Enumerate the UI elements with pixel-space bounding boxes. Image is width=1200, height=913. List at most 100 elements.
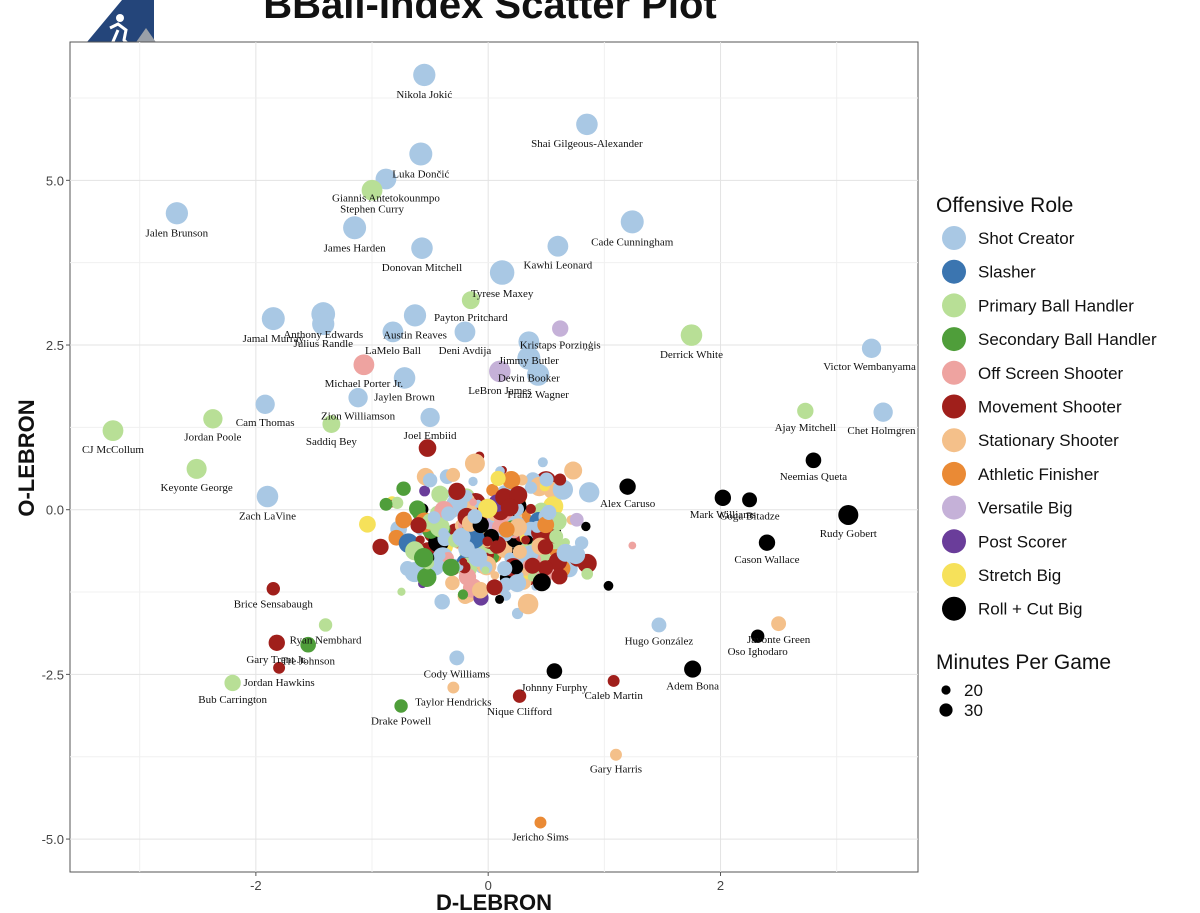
point-label: Derrick White xyxy=(660,349,723,361)
scatter-point xyxy=(372,538,389,555)
scatter-point xyxy=(495,594,505,604)
labeled-point xyxy=(375,168,397,190)
scatter-point xyxy=(508,559,524,575)
legend-role-title: Offensive Role xyxy=(936,194,1073,217)
legend-role-label: Movement Shooter xyxy=(978,398,1122,417)
point-label: Taylor Hendricks xyxy=(415,697,492,709)
labeled-point xyxy=(489,260,515,285)
point-label: James Harden xyxy=(324,242,387,254)
point-label: Alex Caruso xyxy=(600,498,656,510)
point-label: Cody Williams xyxy=(424,668,490,680)
labeled-point xyxy=(576,113,598,136)
point-label: Zion Williamson xyxy=(321,410,396,422)
scatter-point xyxy=(537,457,548,468)
scatter-point xyxy=(549,529,564,544)
scatter-point xyxy=(490,470,506,486)
point-label: Gary Harris xyxy=(590,764,642,776)
legend-swatch xyxy=(942,428,966,453)
x-axis-title: D-LEBRON xyxy=(436,890,552,913)
legend-role-label: Shot Creator xyxy=(978,229,1075,248)
point-label: Franz Wagner xyxy=(507,389,569,401)
labeled-point xyxy=(348,388,368,408)
legend-swatch xyxy=(942,563,966,587)
scatter-point xyxy=(445,575,460,591)
scatter-point xyxy=(468,476,478,487)
scatter-point xyxy=(431,485,449,503)
y-tick-label: 5.0 xyxy=(46,173,64,188)
labeled-point xyxy=(382,321,404,343)
scatter-point xyxy=(556,543,575,562)
scatter-point xyxy=(508,574,527,593)
y-tick-label: -2.5 xyxy=(42,667,64,682)
legend-role-label: Secondary Ball Handler xyxy=(978,330,1157,349)
point-label: Keyonte George xyxy=(161,482,233,494)
labeled-point xyxy=(353,354,375,376)
legend-size-label: 20 xyxy=(964,681,983,700)
scatter-point xyxy=(471,581,489,599)
labeled-point xyxy=(261,307,285,331)
labeled-points xyxy=(102,63,893,829)
point-label: Devin Booker xyxy=(498,373,560,385)
point-label: Victor Wembanyama xyxy=(823,361,916,373)
labeled-point xyxy=(607,675,620,687)
labeled-point xyxy=(742,492,758,508)
legend-role-label: Off Screen Shooter xyxy=(978,364,1124,383)
point-label: Nikola Jokić xyxy=(396,89,452,101)
point-label: Cason Wallace xyxy=(734,554,799,566)
point-label: Mark Williams xyxy=(690,509,756,521)
unlabeled-points xyxy=(359,439,637,620)
labeled-point xyxy=(797,402,814,420)
point-label: Kawhi Leonard xyxy=(524,260,593,272)
labeled-point xyxy=(411,237,433,259)
scatter-point xyxy=(537,539,554,555)
point-label: Cade Cunningham xyxy=(591,236,674,248)
labeled-point xyxy=(393,367,416,389)
point-label: Jericho Sims xyxy=(512,832,569,844)
scatter-point xyxy=(435,550,446,561)
scatter-point xyxy=(457,589,469,600)
scatter-point xyxy=(541,504,557,520)
point-label: Caleb Martin xyxy=(584,690,643,702)
bball-index-logo xyxy=(82,0,160,48)
scatter-point xyxy=(486,579,503,596)
scatter-point xyxy=(500,498,519,517)
labeled-point xyxy=(322,415,341,433)
scatter-point xyxy=(410,517,427,534)
scatter-point xyxy=(464,453,485,474)
point-label: Jimmy Butler xyxy=(499,355,560,367)
scatter-point xyxy=(400,561,415,576)
scatter-point xyxy=(391,496,404,509)
labeled-point xyxy=(102,420,124,442)
scatter-point xyxy=(569,512,584,527)
scatter-point xyxy=(418,439,437,457)
point-label: Austin Reaves xyxy=(383,330,447,342)
labeled-point xyxy=(420,407,440,428)
legend-swatch xyxy=(942,495,966,520)
legend-role-label: Primary Ball Handler xyxy=(978,296,1134,315)
labeled-point xyxy=(409,142,433,166)
scatter-point xyxy=(397,587,406,596)
chart-title: BBall-Index Scatter Plot xyxy=(263,0,716,27)
point-label: Chet Holmgren xyxy=(847,425,916,437)
legend-role-label: Roll + Cut Big xyxy=(978,600,1082,619)
legend-swatch xyxy=(942,360,966,385)
labeled-point xyxy=(714,489,732,507)
labeled-point xyxy=(512,689,527,703)
labeled-point xyxy=(447,681,460,694)
scatter-point xyxy=(458,540,475,558)
point-label: LaMelo Ball xyxy=(365,345,421,357)
scatter-point xyxy=(502,470,521,490)
point-label: Oso Ighodaro xyxy=(728,646,789,658)
labeled-point xyxy=(318,618,333,632)
point-label: Stephen Curry xyxy=(340,204,404,216)
labeled-point xyxy=(552,320,569,337)
point-label: Neemias Queta xyxy=(780,471,848,483)
scatter-point xyxy=(490,540,504,554)
labeled-point xyxy=(517,346,541,370)
scatter-point xyxy=(448,482,466,500)
labeled-point xyxy=(256,485,279,508)
point-label: Zach LaVine xyxy=(239,510,296,522)
scatter-point xyxy=(532,573,551,592)
legend-role-label: Post Scorer xyxy=(978,532,1067,551)
